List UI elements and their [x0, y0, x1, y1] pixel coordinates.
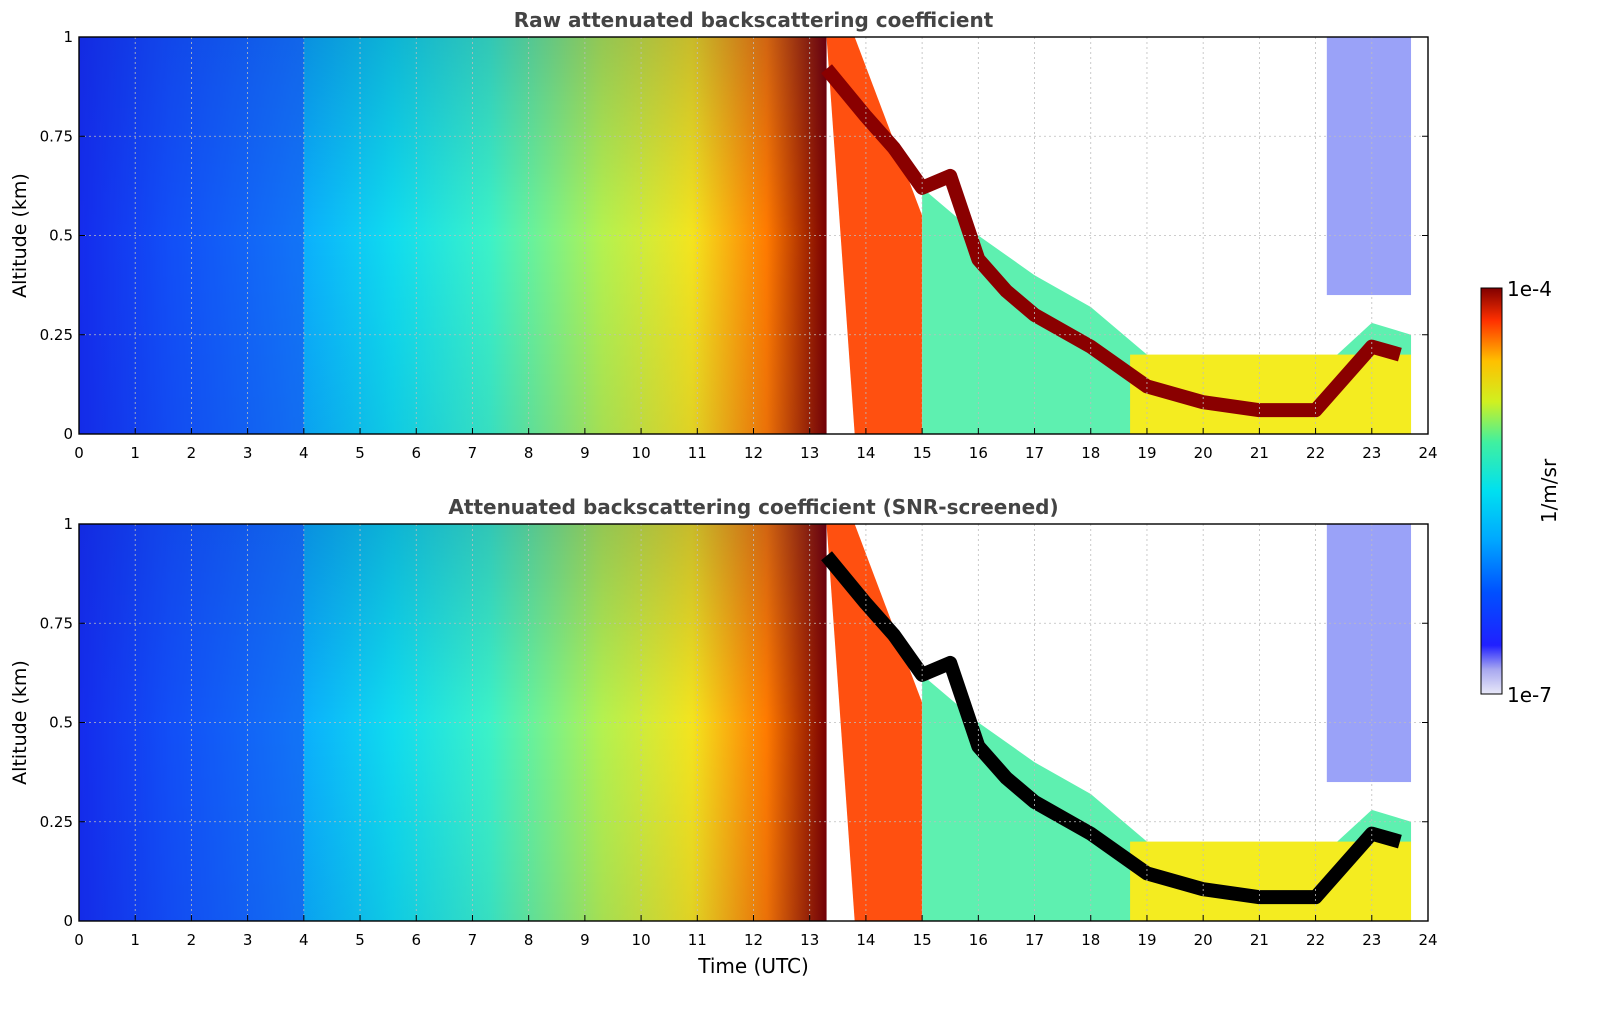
y-tick-label: 0.75 — [40, 614, 73, 632]
x-tick-label: 15 — [913, 931, 932, 949]
x-tick-label: 2 — [187, 444, 197, 462]
chart-title: Attenuated backscattering coefficient (S… — [448, 495, 1058, 519]
x-tick-label: 24 — [1418, 444, 1437, 462]
x-tick-label: 5 — [355, 931, 365, 949]
y-tick-label: 0.25 — [40, 326, 73, 344]
x-tick-label: 11 — [688, 444, 707, 462]
x-tick-label: 23 — [1362, 931, 1381, 949]
grid — [78, 36, 1429, 435]
x-tick-label: 21 — [1250, 444, 1269, 462]
x-tick-label: 19 — [1137, 444, 1156, 462]
x-tick-label: 14 — [856, 444, 875, 462]
x-tick-label: 4 — [299, 931, 309, 949]
heatmap-cloud-columns — [1326, 37, 1412, 296]
heatmap-clear-sky — [854, 37, 1316, 355]
x-axis-label: Time (UTC) — [697, 954, 809, 978]
x-tick-label: 7 — [468, 931, 478, 949]
x-tick-label: 11 — [688, 931, 707, 949]
x-tick-label: 0 — [74, 931, 84, 949]
colorbar-max-label: 1e-4 — [1507, 277, 1552, 301]
x-tick-label: 16 — [969, 931, 988, 949]
x-tick-label: 18 — [1081, 444, 1100, 462]
heatmap-layer-top — [821, 64, 1402, 418]
x-tick-label: 9 — [580, 444, 590, 462]
x-tick-label: 17 — [1025, 444, 1044, 462]
colorbar-gradient — [1480, 287, 1503, 695]
x-tick-label: 12 — [744, 931, 763, 949]
heatmap-clear-sky — [854, 524, 1316, 842]
colorbar-unit-label: 1/m/sr — [1537, 458, 1561, 523]
heatmap-cloud-columns — [1326, 524, 1412, 783]
x-tick-label: 2 — [187, 931, 197, 949]
x-tick-label: 20 — [1194, 444, 1213, 462]
panels: 0 1 2 3 4 5 6 7 8 9 10 11 12 13 14 15 16 17 18 19 20 21 22 23 24… — [9, 8, 1438, 978]
x-tick-label: 6 — [411, 444, 421, 462]
x-tick-label: 22 — [1306, 444, 1325, 462]
x-tick-label: 10 — [632, 444, 651, 462]
x-tick-label: 13 — [800, 931, 819, 949]
x-tick-label: 24 — [1418, 931, 1437, 949]
heatmap-field — [79, 37, 1428, 434]
heatmap-boundary-layer — [922, 187, 1412, 434]
x-tick-label: 12 — [744, 444, 763, 462]
y-tick-label: 0.25 — [40, 813, 73, 831]
x-tick-label: 10 — [632, 931, 651, 949]
x-tick-label: 0 — [74, 444, 84, 462]
colorbar-min-label: 1e-7 — [1507, 683, 1552, 707]
y-tick-label: 0.5 — [49, 714, 73, 732]
x-tick-label: 22 — [1306, 931, 1325, 949]
x-tick-label: 8 — [524, 931, 534, 949]
chart-panel-1: 0 1 2 3 4 5 6 7 8 9 10 11 12 13 14 15 16 17 18 19 20 21 22 23 24… — [9, 8, 1438, 462]
y-tick-label: 0 — [63, 425, 73, 443]
heatmap-layer-top — [821, 551, 1402, 905]
x-tick-label: 9 — [580, 931, 590, 949]
x-tick-label: 17 — [1025, 931, 1044, 949]
y-tick-label: 1 — [63, 28, 73, 46]
x-tick-label: 1 — [130, 931, 140, 949]
x-tick-label: 18 — [1081, 931, 1100, 949]
y-axis-label: Altitude (km) — [9, 660, 31, 785]
x-tick-label: 23 — [1362, 444, 1381, 462]
x-tick-label: 3 — [243, 931, 253, 949]
y-tick-label: 0 — [63, 912, 73, 930]
x-tick-label: 14 — [856, 931, 875, 949]
y-tick-label: 0.5 — [49, 227, 73, 245]
heatmap-boundary-layer — [922, 674, 1412, 921]
x-tick-label: 21 — [1250, 931, 1269, 949]
x-tick-label: 15 — [913, 444, 932, 462]
x-tick-label: 6 — [411, 931, 421, 949]
x-tick-label: 4 — [299, 444, 309, 462]
x-tick-label: 20 — [1194, 931, 1213, 949]
y-tick-label: 1 — [63, 515, 73, 533]
x-tick-label: 7 — [468, 444, 478, 462]
x-tick-label: 1 — [130, 444, 140, 462]
chart-panel-2: 0 1 2 3 4 5 6 7 8 9 10 11 12 13 14 15 16 17 18 19 20 21 22 23 24… — [9, 495, 1438, 978]
colorbar: 1e-4 1e-7 1/m/sr — [1480, 277, 1561, 707]
x-tick-label: 16 — [969, 444, 988, 462]
x-tick-label: 5 — [355, 444, 365, 462]
x-tick-label: 13 — [800, 444, 819, 462]
x-tick-label: 19 — [1137, 931, 1156, 949]
y-axis-label: Altitude (km) — [9, 173, 31, 298]
chart-title: Raw attenuated backscattering coefficien… — [514, 8, 994, 32]
x-tick-label: 8 — [524, 444, 534, 462]
y-tick-label: 0.75 — [40, 127, 73, 145]
x-tick-label: 3 — [243, 444, 253, 462]
